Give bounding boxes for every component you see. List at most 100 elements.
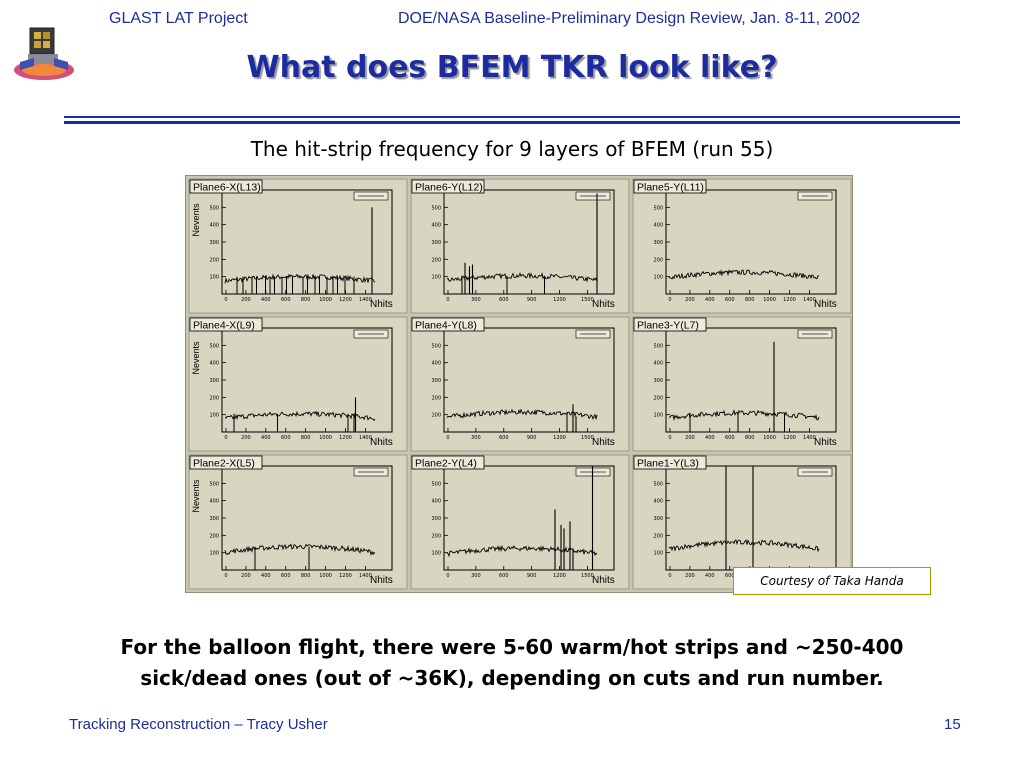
y-tick-label: 400 (209, 361, 219, 367)
figure-caption: The hit-strip frequency for 9 layers of … (250, 137, 774, 161)
x-tick-label: 0 (668, 435, 671, 441)
plot-frame (665, 465, 837, 571)
y-tick-label: 400 (653, 499, 663, 505)
histogram-trace (668, 409, 820, 421)
histogram-grid-svg: Plane6-X(L13) 100 200 300 400 500 0 200 400 600 80… (188, 178, 852, 590)
histogram-panel: Plane5-Y(L11) 100 200 300 400 500 0 200 400 600 80… (632, 178, 852, 314)
x-tick-label: 600 (281, 573, 291, 579)
y-tick-label: 200 (653, 395, 663, 401)
x-axis-label: Nhits (370, 299, 393, 310)
x-tick-label: 300 (471, 297, 481, 303)
y-tick-label: 200 (209, 395, 219, 401)
page-number: 15 (944, 716, 961, 733)
x-tick-label: 400 (705, 435, 715, 441)
panel-title: Plane2-Y(L4) (415, 458, 477, 470)
x-tick-label: 0 (668, 573, 671, 579)
histogram-panel: Plane4-X(L9) 100 200 300 400 500 0 200 400 600 800… (188, 316, 408, 452)
histogram-panel: Plane2-X(L5) 100 200 300 400 500 0 200 400 600 800… (188, 454, 408, 590)
y-axis-label: Nevents (191, 203, 201, 237)
histogram-trace (224, 543, 376, 556)
x-tick-label: 0 (224, 573, 227, 579)
panel-title-box (633, 317, 707, 332)
histogram-trace (224, 410, 376, 422)
x-tick-label: 1200 (339, 573, 352, 579)
y-tick-label: 200 (653, 533, 663, 539)
x-tick-label: 400 (705, 573, 715, 579)
x-axis-label: Nhits (592, 299, 615, 310)
y-tick-label: 500 (431, 205, 441, 211)
panel-title-box (189, 317, 263, 332)
plot-frame (665, 189, 837, 295)
histogram-trace (668, 539, 820, 553)
x-tick-label: 1200 (553, 435, 566, 441)
x-tick-label: 200 (241, 297, 251, 303)
panel-title-box (633, 179, 707, 194)
x-tick-label: 400 (705, 297, 715, 303)
plot-frame (221, 189, 393, 295)
y-tick-label: 200 (653, 257, 663, 263)
y-tick-label: 100 (431, 413, 441, 419)
x-axis-label: Nhits (592, 437, 615, 448)
x-tick-label: 1500 (581, 297, 594, 303)
x-tick-label: 800 (745, 435, 755, 441)
y-tick-label: 100 (653, 413, 663, 419)
y-tick-label: 100 (209, 413, 219, 419)
slide-title: What does BFEM TKR look like? (246, 50, 778, 85)
panel-title: Plane4-X(L9) (193, 320, 255, 332)
review-header: DOE/NASA Baseline-Preliminary Design Rev… (398, 10, 861, 27)
y-tick-label: 100 (209, 551, 219, 557)
histogram-panel: Plane6-X(L13) 100 200 300 400 500 0 200 400 600 80… (188, 178, 408, 314)
x-tick-label: 1000 (763, 297, 776, 303)
x-tick-label: 1200 (553, 573, 566, 579)
y-tick-label: 200 (209, 533, 219, 539)
panel-title-box (633, 455, 707, 470)
y-tick-label: 500 (209, 481, 219, 487)
y-tick-label: 300 (653, 240, 663, 246)
x-tick-label: 200 (685, 573, 695, 579)
x-tick-label: 900 (527, 573, 537, 579)
x-tick-label: 1400 (359, 297, 372, 303)
y-tick-label: 100 (653, 551, 663, 557)
summary-note: For the balloon flight, there were 5-60 … (0, 632, 1024, 694)
y-tick-label: 100 (209, 275, 219, 281)
x-axis-label: Nhits (814, 299, 837, 310)
x-axis-label: Nhits (814, 437, 837, 448)
x-tick-label: 800 (301, 297, 311, 303)
histogram-panel: Plane2-Y(L4) 100 200 300 400 500 0 300 600 900 120… (410, 454, 630, 590)
x-tick-label: 0 (224, 297, 227, 303)
histogram-trace (446, 408, 598, 421)
y-tick-label: 100 (431, 275, 441, 281)
plot-frame (221, 465, 393, 571)
x-tick-label: 1000 (319, 573, 332, 579)
x-tick-label: 800 (745, 297, 755, 303)
y-tick-label: 100 (653, 275, 663, 281)
histogram-trace (668, 269, 820, 280)
y-tick-label: 300 (653, 516, 663, 522)
x-tick-label: 1400 (359, 573, 372, 579)
x-tick-label: 600 (725, 435, 735, 441)
x-tick-label: 0 (668, 297, 671, 303)
histogram-panel: Plane4-Y(L8) 100 200 300 400 500 0 300 600 900 120… (410, 316, 630, 452)
y-tick-label: 500 (209, 205, 219, 211)
panel-title: Plane3-Y(L7) (637, 320, 699, 332)
x-tick-label: 400 (261, 435, 271, 441)
x-tick-label: 800 (301, 573, 311, 579)
x-tick-label: 600 (499, 435, 509, 441)
x-axis-label: Nhits (370, 575, 393, 586)
panel-title-box (411, 317, 485, 332)
y-tick-label: 300 (431, 378, 441, 384)
x-tick-label: 1200 (783, 435, 796, 441)
y-tick-label: 400 (209, 223, 219, 229)
x-tick-label: 200 (241, 573, 251, 579)
y-tick-label: 400 (653, 223, 663, 229)
x-tick-label: 0 (446, 435, 449, 441)
x-tick-label: 400 (261, 297, 271, 303)
panel-title: Plane6-Y(L12) (415, 182, 483, 194)
x-tick-label: 1400 (803, 297, 816, 303)
x-axis-label: Nhits (370, 437, 393, 448)
panel-title-box (411, 179, 485, 194)
summary-line-2: sick/dead ones (out of ~36K), depending … (140, 666, 884, 690)
x-tick-label: 600 (725, 573, 735, 579)
panel-title: Plane6-X(L13) (193, 182, 261, 194)
title-divider-thick (64, 121, 960, 124)
